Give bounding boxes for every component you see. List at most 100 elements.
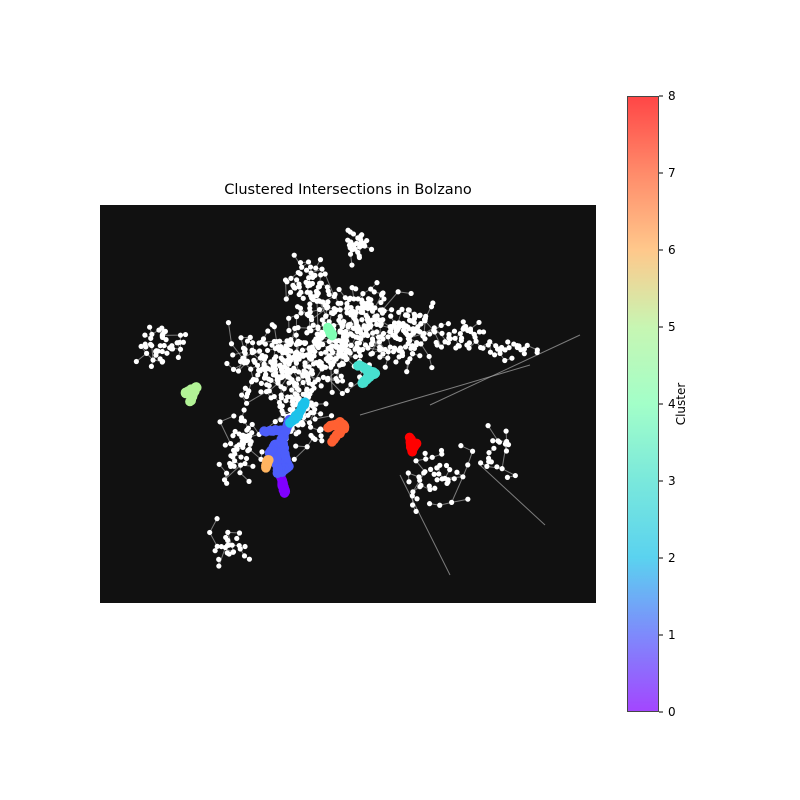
intersection-node [224,480,230,486]
intersection-node [331,293,337,300]
intersection-node [230,366,237,372]
intersection-node [485,342,491,348]
map-background [100,205,596,603]
intersection-node [328,413,335,419]
intersection-node [490,438,496,444]
intersection-node [452,335,458,341]
intersection-node [224,542,231,548]
intersection-node [387,344,393,350]
intersection-node [298,289,304,295]
intersection-node [325,299,331,305]
intersection-node [380,351,386,357]
intersection-node [414,496,420,502]
intersection-node [288,275,294,281]
intersection-node [322,349,329,355]
intersection-node [232,458,238,464]
intersection-node [361,324,367,330]
intersection-node [480,329,487,335]
intersection-node [340,321,346,328]
intersection-node [458,443,464,449]
intersection-node [222,442,228,448]
intersection-node [238,462,244,468]
intersection-node [421,470,427,476]
intersection-node [338,300,344,306]
intersection-node [451,476,457,482]
intersection-node [458,335,465,341]
intersection-node [316,363,323,369]
intersection-node [245,447,252,453]
intersection-node [320,341,326,348]
intersection-node [426,483,432,489]
intersection-node [370,330,376,336]
intersection-node [339,390,345,397]
intersection-node [314,331,320,337]
intersection-node [472,334,478,340]
street-edge [451,498,468,503]
intersection-node [148,363,155,369]
intersection-node [330,349,336,356]
intersection-node [228,453,234,459]
intersection-node [242,460,248,467]
intersection-node [318,272,324,278]
intersection-node [343,328,349,335]
cluster-point [327,437,337,447]
intersection-node [340,361,346,367]
intersection-node [238,415,245,421]
intersection-node [312,416,318,422]
intersection-node [284,279,290,285]
intersection-nodes [133,227,540,569]
intersection-node [457,330,463,337]
intersection-node [288,348,294,354]
intersection-node [342,295,348,301]
intersection-node [480,345,486,351]
street-edge [293,446,308,460]
intersection-node [286,353,292,359]
intersection-node [298,310,304,316]
intersection-node [473,338,479,344]
intersection-node [291,402,297,408]
intersection-node [524,342,530,349]
intersection-node [272,419,278,425]
intersection-node [445,321,452,327]
intersection-node [438,344,445,350]
intersection-node [138,343,144,350]
intersection-node [409,502,416,508]
intersection-node [345,322,352,328]
intersection-node [438,447,445,454]
intersection-node [238,335,244,341]
intersection-node [442,339,448,345]
colorbar-tick-label: 8 [668,89,676,103]
intersection-node [356,340,363,346]
intersection-node [408,332,414,338]
intersection-node [433,339,439,346]
street-edge [487,425,499,442]
intersection-node [417,312,423,318]
intersection-node [277,338,283,344]
intersection-node [225,320,232,326]
intersection-node [345,237,351,243]
intersection-node [280,411,286,417]
intersection-node [428,304,435,310]
colorbar-tick-label: 7 [668,166,676,180]
intersection-node [391,323,397,329]
intersection-node [258,380,264,386]
intersection-node [328,364,334,370]
intersection-node [380,330,387,337]
intersection-node [255,372,261,378]
colorbar-tick-label: 5 [668,320,676,334]
intersection-node [392,345,398,352]
intersection-node [304,330,310,336]
intersection-node [336,286,342,293]
intersection-node [355,325,361,331]
intersection-node [290,354,296,361]
intersection-node [502,357,508,364]
intersection-node [268,395,274,401]
intersection-node [320,374,327,380]
intersection-node [133,358,139,365]
colorbar-tick-label: 1 [668,628,676,642]
intersection-node [307,305,313,311]
cluster-point [279,488,290,498]
intersection-node [415,324,421,330]
intersection-node [319,266,325,272]
intersection-node [263,389,270,395]
